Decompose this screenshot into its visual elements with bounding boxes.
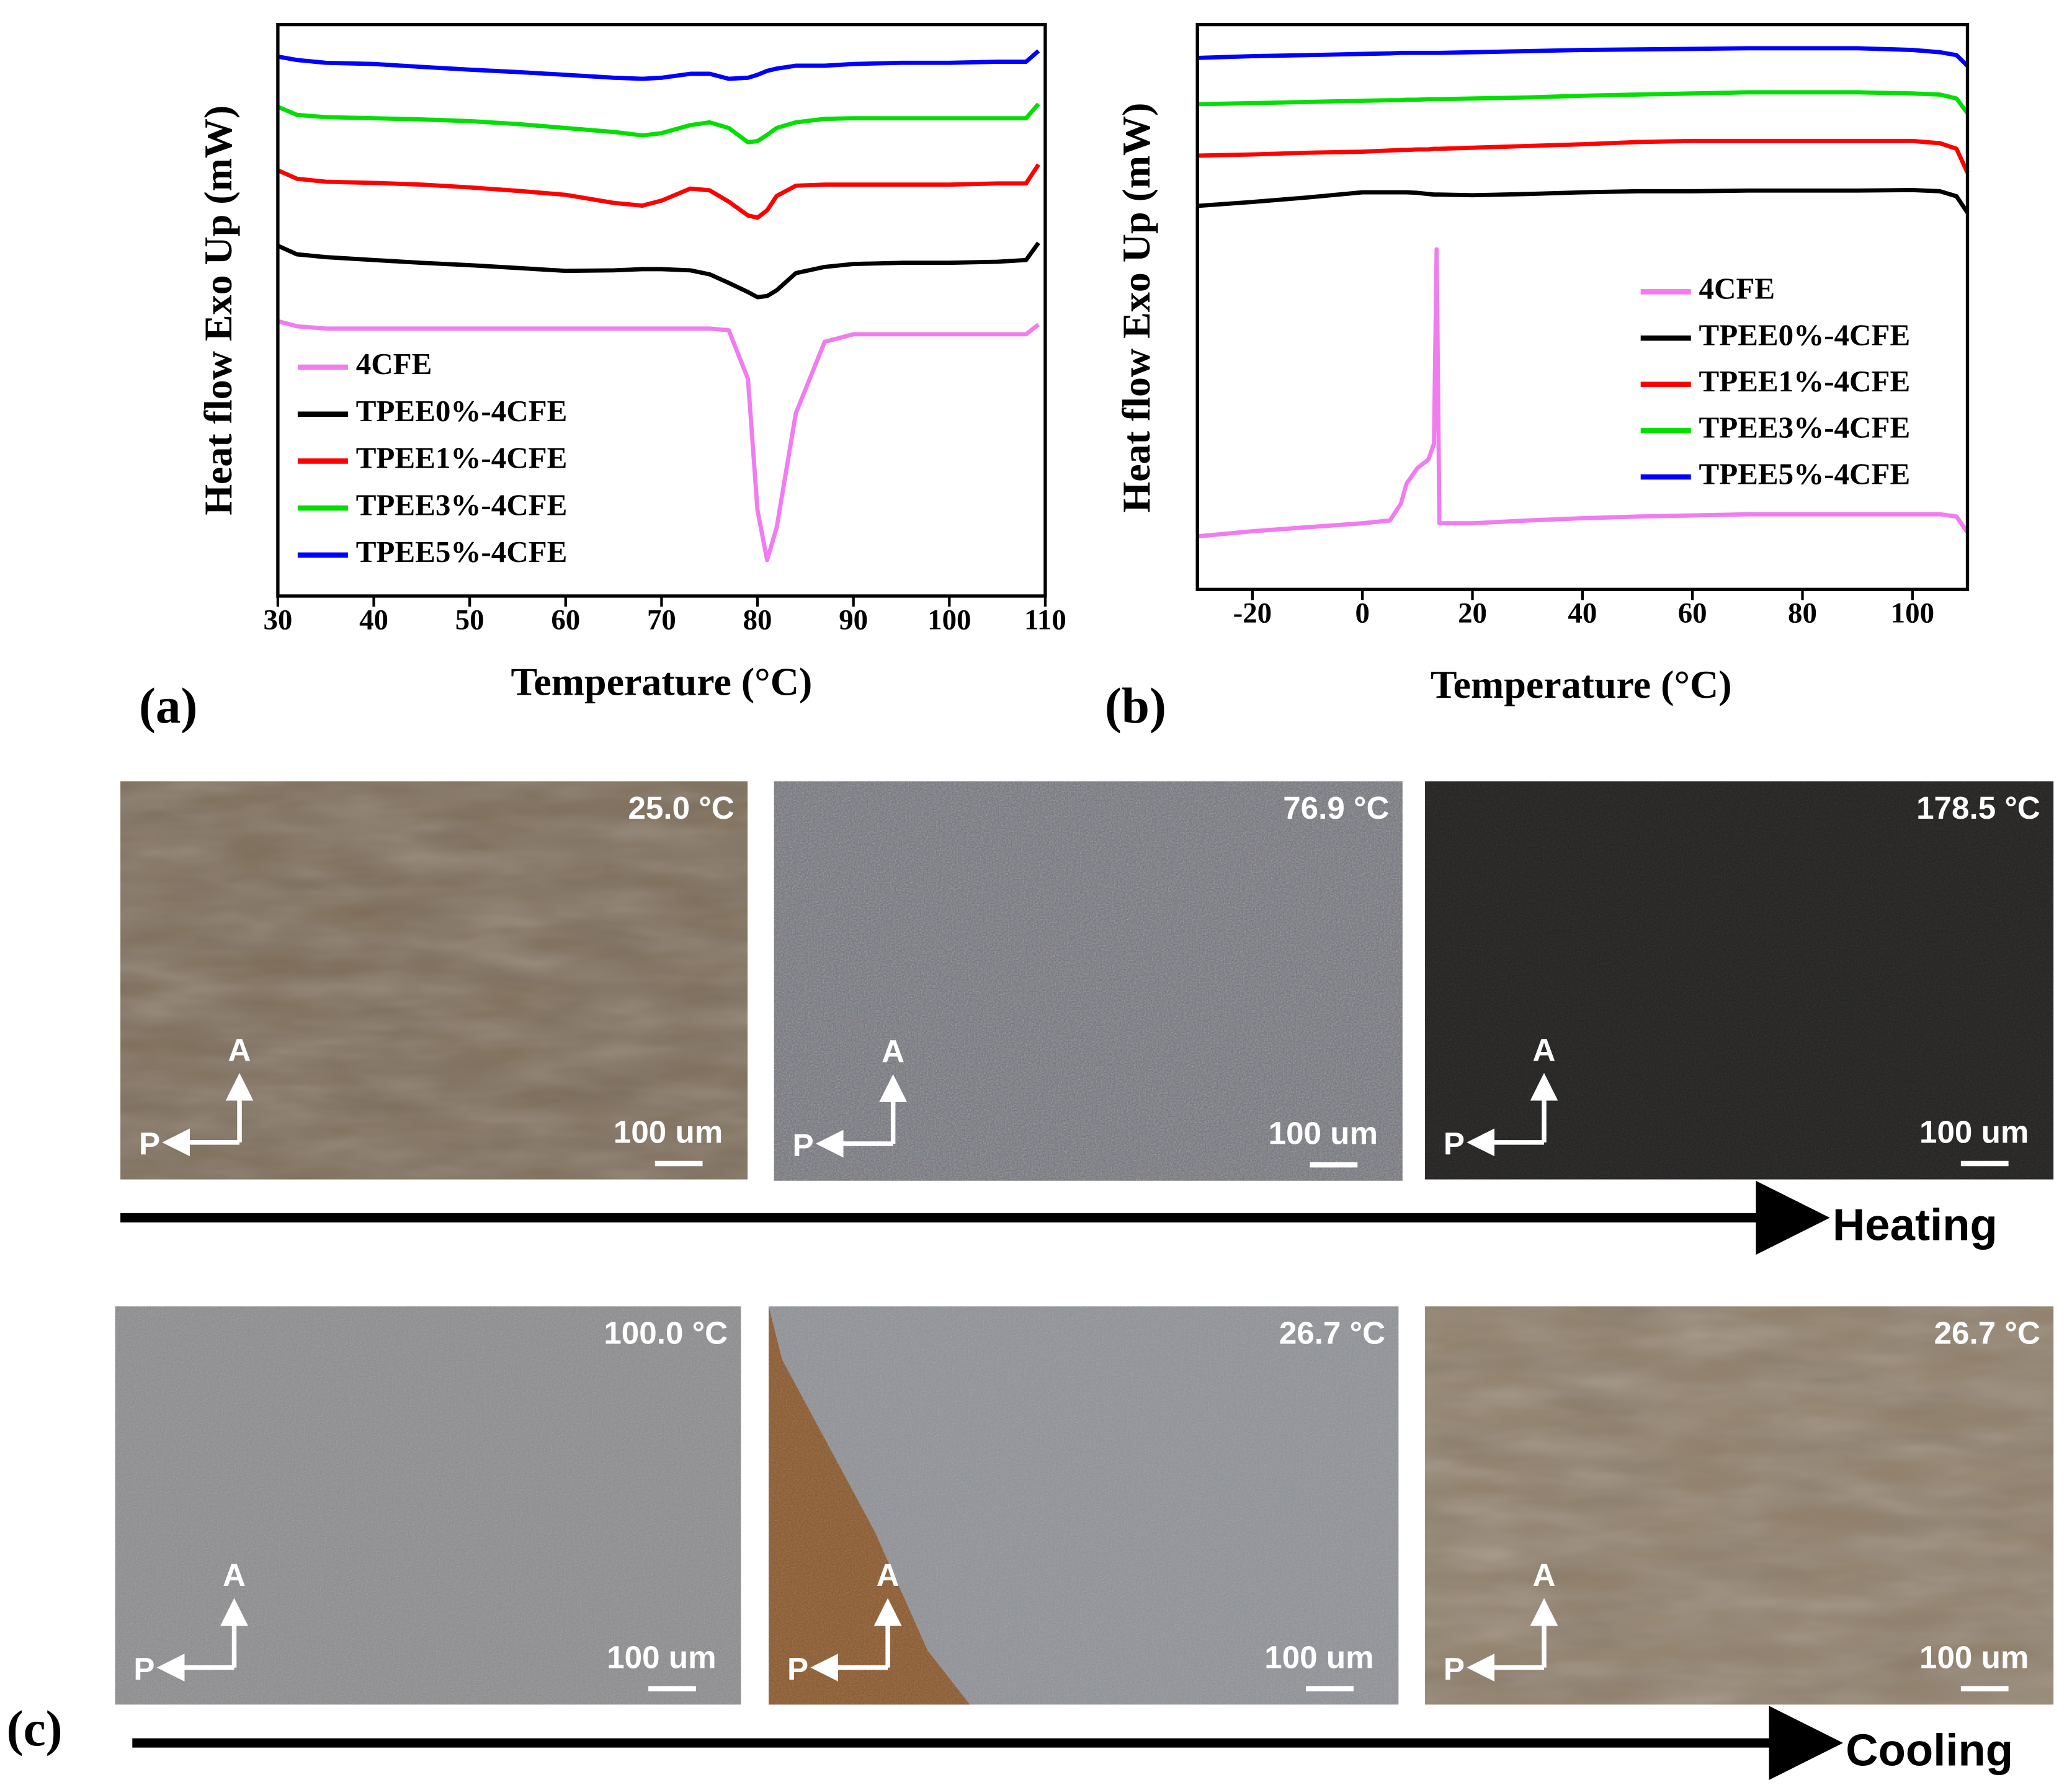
- polarizer-label: P: [139, 1126, 160, 1162]
- analyzer-label: A: [1533, 1032, 1556, 1067]
- temperature-label: 76.9 °C: [1283, 790, 1389, 826]
- panel-label: (c): [7, 1701, 63, 1757]
- legend-label: TPEE0%-4CFE: [356, 394, 568, 428]
- micrograph-texture: [769, 1306, 1399, 1705]
- x-tick-label: 30: [263, 603, 292, 636]
- series-line: [277, 102, 1040, 145]
- polarizer-label: P: [1444, 1651, 1465, 1686]
- legend-label: TPEE0%-4CFE: [1699, 318, 1911, 352]
- micrograph-texture: [1425, 1306, 2054, 1705]
- legend-label: TPEE1%-4CFE: [1699, 364, 1911, 398]
- polarizer-label: P: [787, 1651, 808, 1686]
- x-axis-label: Temperature (°C): [511, 660, 813, 704]
- scale-bar-label: 100 um: [607, 1639, 716, 1675]
- y-axis-label: Heat flow Exo Up (mW): [196, 105, 240, 515]
- polarizer-label: P: [1444, 1126, 1465, 1162]
- legend-label: TPEE3%-4CFE: [1699, 411, 1911, 445]
- x-tick-label: 0: [1355, 597, 1369, 630]
- temperature-label: 26.7 °C: [1279, 1316, 1385, 1351]
- micrograph-texture: [774, 781, 1403, 1181]
- series-line: [1197, 247, 1970, 539]
- scale-bar-label: 100 um: [614, 1115, 723, 1150]
- series-line: [277, 49, 1040, 81]
- series-line: [277, 319, 1040, 563]
- x-tick-label: 20: [1458, 597, 1487, 630]
- x-tick-label: -20: [1233, 597, 1272, 630]
- x-tick-label: 90: [839, 603, 868, 636]
- micrograph-texture: [1425, 781, 2054, 1180]
- series-line: [1197, 46, 1969, 68]
- temperature-label: 100.0 °C: [604, 1316, 728, 1351]
- x-tick-label: 80: [743, 603, 772, 636]
- y-axis-label: Heat flow Exo Up (mW): [1114, 103, 1158, 513]
- micrograph-texture: [115, 1306, 741, 1705]
- x-tick-label: 110: [1024, 603, 1066, 636]
- scale-bar-label: 100 um: [1919, 1115, 2029, 1150]
- analyzer-label: A: [228, 1032, 251, 1067]
- x-tick-label: 60: [551, 603, 580, 636]
- analyzer-label: A: [882, 1033, 904, 1069]
- series-line: [277, 163, 1040, 220]
- polarizer-label: P: [793, 1128, 814, 1163]
- legend-label: 4CFE: [356, 347, 432, 381]
- micrograph-texture: [120, 781, 748, 1180]
- x-tick-label: 60: [1678, 597, 1707, 630]
- analyzer-label: A: [877, 1557, 900, 1593]
- scale-bar-label: 100 um: [1919, 1639, 2029, 1675]
- scale-bar-label: 100 um: [1264, 1639, 1373, 1675]
- temperature-label: 25.0 °C: [628, 790, 734, 826]
- legend-label: TPEE3%-4CFE: [356, 488, 568, 522]
- x-tick-label: 50: [455, 603, 485, 636]
- scale-bar-label: 100 um: [1269, 1116, 1378, 1151]
- series-line: [1197, 138, 1970, 174]
- x-axis-label: Temperature (°C): [1431, 662, 1732, 706]
- x-tick-label: 100: [1891, 597, 1934, 630]
- x-tick-label: 80: [1788, 597, 1817, 630]
- x-tick-label: 40: [1568, 597, 1597, 630]
- analyzer-label: A: [223, 1557, 246, 1593]
- series-line: [1197, 90, 1970, 115]
- analyzer-label: A: [1533, 1557, 1556, 1593]
- x-tick-label: 100: [927, 603, 971, 636]
- series-line: [1197, 188, 1970, 214]
- legend-label: 4CFE: [1699, 272, 1775, 306]
- panel-label: (a): [139, 678, 197, 734]
- plot-frame: [1195, 22, 1970, 591]
- process-label: Cooling: [1846, 1725, 2013, 1775]
- legend-label: TPEE5%-4CFE: [1699, 456, 1911, 491]
- series-line: [277, 241, 1040, 300]
- process-label: Heating: [1833, 1200, 1998, 1250]
- x-tick-label: 40: [359, 603, 388, 636]
- legend-label: TPEE5%-4CFE: [356, 535, 568, 569]
- temperature-label: 26.7 °C: [1934, 1316, 2040, 1351]
- panel-label: (b): [1105, 678, 1166, 734]
- temperature-label: 178.5 °C: [1916, 790, 2040, 826]
- legend-label: TPEE1%-4CFE: [356, 441, 568, 475]
- polarizer-label: P: [133, 1651, 154, 1686]
- x-tick-label: 70: [647, 603, 676, 636]
